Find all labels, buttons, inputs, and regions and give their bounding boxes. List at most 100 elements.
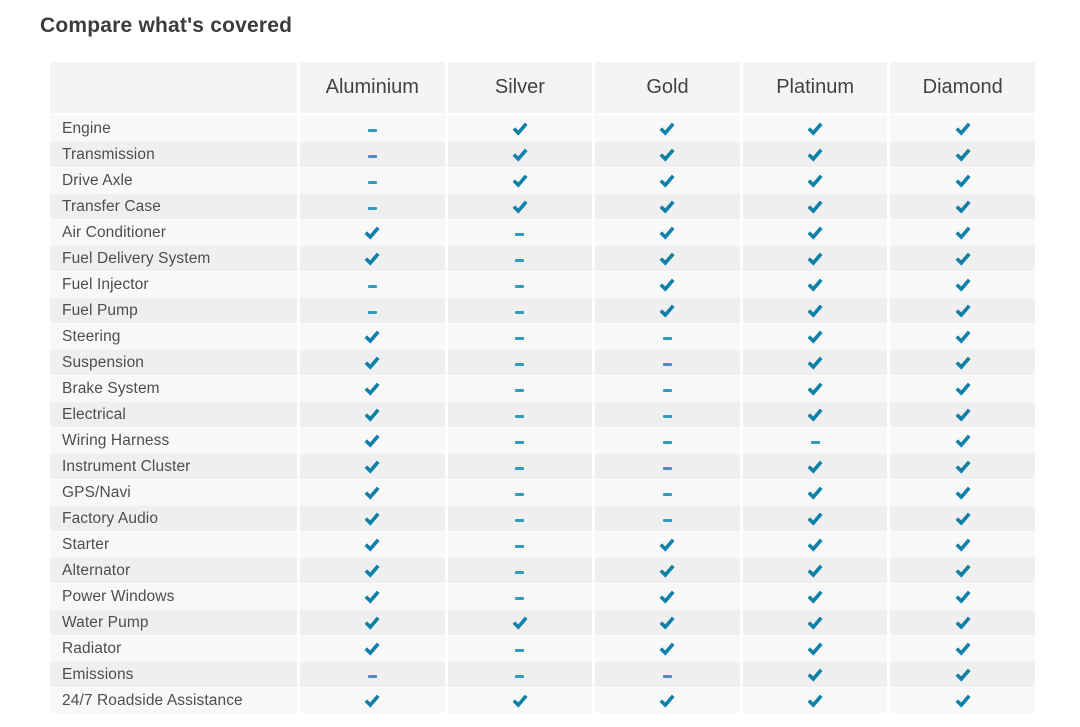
covered-cell bbox=[595, 219, 740, 245]
covered-cell bbox=[742, 297, 888, 323]
check-icon bbox=[364, 590, 380, 604]
not-covered-cell bbox=[447, 271, 593, 297]
check-icon bbox=[955, 408, 971, 422]
covered-cell bbox=[742, 557, 888, 583]
check-icon bbox=[955, 356, 971, 370]
covered-cell bbox=[890, 375, 1035, 401]
covered-cell bbox=[300, 375, 445, 401]
not-covered-cell bbox=[447, 661, 593, 687]
check-icon bbox=[512, 148, 528, 162]
not-covered-cell bbox=[595, 349, 740, 375]
covered-cell bbox=[300, 687, 445, 713]
covered-cell bbox=[595, 141, 740, 167]
row-label: Suspension bbox=[50, 349, 297, 375]
row-label: Starter bbox=[50, 531, 297, 557]
table-row: Air Conditioner bbox=[50, 219, 1035, 245]
minus-icon bbox=[367, 284, 377, 289]
covered-cell bbox=[890, 401, 1035, 427]
minus-icon bbox=[810, 440, 820, 445]
not-covered-cell bbox=[447, 245, 593, 271]
covered-cell bbox=[447, 141, 593, 167]
row-label: Electrical bbox=[50, 401, 297, 427]
check-icon bbox=[512, 694, 528, 708]
table-row: Starter bbox=[50, 531, 1035, 557]
covered-cell bbox=[742, 167, 888, 193]
covered-cell bbox=[595, 193, 740, 219]
minus-icon bbox=[515, 492, 525, 497]
column-header-platinum: Platinum bbox=[742, 62, 888, 113]
coverage-comparison-table: Aluminium Silver Gold Platinum Diamond Engin… bbox=[50, 62, 1035, 713]
check-icon bbox=[660, 564, 676, 578]
check-icon bbox=[955, 382, 971, 396]
check-icon bbox=[660, 538, 676, 552]
table-header-blank-cell bbox=[50, 62, 297, 113]
table-row: Wiring Harness bbox=[50, 427, 1035, 453]
minus-icon bbox=[515, 336, 525, 341]
covered-cell bbox=[595, 557, 740, 583]
table-row: Transmission bbox=[50, 141, 1035, 167]
covered-cell bbox=[890, 687, 1035, 713]
check-icon bbox=[807, 538, 823, 552]
minus-icon bbox=[367, 154, 377, 159]
not-covered-cell bbox=[595, 505, 740, 531]
table-row: Power Windows bbox=[50, 583, 1035, 609]
check-icon bbox=[364, 512, 380, 526]
check-icon bbox=[660, 252, 676, 266]
check-icon bbox=[660, 304, 676, 318]
row-label: 24/7 Roadside Assistance bbox=[50, 687, 297, 713]
covered-cell bbox=[742, 375, 888, 401]
row-label: Transmission bbox=[50, 141, 297, 167]
check-icon bbox=[364, 616, 380, 630]
minus-icon bbox=[515, 518, 525, 523]
table-row: Electrical bbox=[50, 401, 1035, 427]
covered-cell bbox=[742, 583, 888, 609]
row-label: Water Pump bbox=[50, 609, 297, 635]
table-row: Drive Axle bbox=[50, 167, 1035, 193]
minus-icon bbox=[515, 232, 525, 237]
covered-cell bbox=[595, 635, 740, 661]
row-label: Fuel Delivery System bbox=[50, 245, 297, 271]
covered-cell bbox=[300, 323, 445, 349]
check-icon bbox=[660, 278, 676, 292]
check-icon bbox=[955, 538, 971, 552]
not-covered-cell bbox=[447, 375, 593, 401]
covered-cell bbox=[300, 219, 445, 245]
covered-cell bbox=[742, 453, 888, 479]
covered-cell bbox=[595, 245, 740, 271]
table-row: Steering bbox=[50, 323, 1035, 349]
covered-cell bbox=[595, 531, 740, 557]
covered-cell bbox=[300, 531, 445, 557]
check-icon bbox=[364, 252, 380, 266]
check-icon bbox=[955, 564, 971, 578]
check-icon bbox=[955, 512, 971, 526]
not-covered-cell bbox=[447, 557, 593, 583]
covered-cell bbox=[742, 401, 888, 427]
not-covered-cell bbox=[447, 583, 593, 609]
check-icon bbox=[512, 122, 528, 136]
covered-cell bbox=[595, 271, 740, 297]
not-covered-cell bbox=[447, 401, 593, 427]
minus-icon bbox=[515, 466, 525, 471]
check-icon bbox=[364, 356, 380, 370]
check-icon bbox=[512, 616, 528, 630]
row-label: Emissions bbox=[50, 661, 297, 687]
row-label: Wiring Harness bbox=[50, 427, 297, 453]
covered-cell bbox=[300, 401, 445, 427]
row-label: Factory Audio bbox=[50, 505, 297, 531]
covered-cell bbox=[890, 297, 1035, 323]
covered-cell bbox=[742, 687, 888, 713]
not-covered-cell bbox=[447, 323, 593, 349]
row-label: Alternator bbox=[50, 557, 297, 583]
covered-cell bbox=[742, 661, 888, 687]
covered-cell bbox=[300, 583, 445, 609]
table-row: Emissions bbox=[50, 661, 1035, 687]
covered-cell bbox=[890, 635, 1035, 661]
check-icon bbox=[807, 512, 823, 526]
minus-icon bbox=[662, 388, 672, 393]
check-icon bbox=[955, 642, 971, 656]
covered-cell bbox=[890, 193, 1035, 219]
not-covered-cell bbox=[595, 479, 740, 505]
covered-cell bbox=[300, 453, 445, 479]
table-row: Fuel Delivery System bbox=[50, 245, 1035, 271]
minus-icon bbox=[367, 128, 377, 133]
